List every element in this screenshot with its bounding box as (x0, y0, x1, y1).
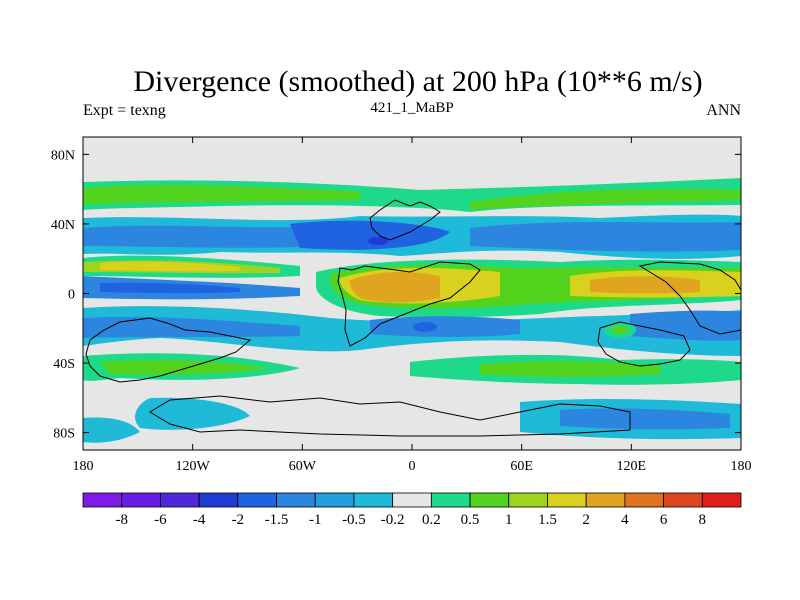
run-label: 421_1_MaBP (370, 100, 453, 116)
band-south-negative-east (630, 310, 741, 341)
y-tick-label: 0 (68, 288, 75, 303)
southern-negative-patch-3 (83, 417, 140, 443)
colorbar-swatch (198, 492, 239, 508)
north-negative-min (368, 237, 388, 245)
season-label: ANN (706, 102, 741, 119)
colorbar-label: -1.5 (265, 512, 289, 528)
colorbar-label: 1.5 (538, 512, 557, 528)
experiment-label: Expt = texng (83, 102, 166, 119)
colorbar-swatch (82, 492, 123, 508)
equatorial-negative-west-core (100, 282, 240, 294)
coastline-australia (597, 321, 691, 367)
southern-negative-patch-1 (135, 397, 250, 430)
coastline-east-asia (638, 261, 741, 335)
band-north-positive-core (83, 185, 360, 204)
colorbar-label: -2 (232, 512, 245, 528)
equatorial-positive-pacific-max (590, 276, 700, 294)
colorbar-label: 2 (582, 512, 590, 528)
colorbar-swatch (392, 492, 432, 508)
coastline-antarctica (149, 395, 631, 437)
southern-negative-patch-2-core (560, 408, 730, 430)
band-north-negative-west (83, 225, 330, 248)
band-north-negative-east (470, 222, 741, 252)
y-tick-label: 80N (51, 148, 75, 163)
colorbar-swatch (663, 492, 703, 508)
colorbar-label: -4 (193, 512, 206, 528)
colorbar-label: -6 (154, 512, 167, 528)
x-tick-label: 180 (73, 459, 94, 474)
coastline-africa (337, 261, 481, 347)
y-tick-label: 80S (53, 427, 75, 442)
colorbar-swatch (547, 492, 587, 508)
band-south-negative-west (83, 316, 300, 338)
coastline-europe (369, 199, 441, 241)
equatorial-positive-west-max (100, 261, 240, 272)
x-tick-label: 60E (510, 459, 533, 474)
isolated-positive-cell-core (612, 326, 628, 334)
colorbar-label: 4 (621, 512, 629, 528)
colorbar-swatch (508, 492, 548, 508)
equatorial-positive-africa-max (350, 271, 440, 303)
colorbar-swatch (237, 492, 277, 508)
colorbar-swatch (585, 492, 626, 508)
colorbar-label: 0.2 (422, 512, 441, 528)
map-area (83, 137, 741, 450)
band-south-positive-west-core (100, 360, 270, 375)
y-axis: 80N 40N 0 40S 80S (51, 148, 741, 442)
y-tick-label: 40S (53, 357, 75, 372)
south-negative-core (413, 322, 437, 332)
coastlines (85, 199, 741, 437)
band-south-positive-east-core (480, 361, 660, 377)
x-axis: 180 120W 60W 0 60E 120E 180 (73, 137, 752, 474)
colorbar-swatch (701, 492, 742, 508)
band-south-negative-atlantic (370, 316, 520, 337)
colorbar-swatch (160, 492, 200, 508)
colorbar-label: 0.5 (461, 512, 480, 528)
colorbar-swatch (314, 492, 355, 508)
colorbar-label: 8 (699, 512, 707, 528)
x-tick-label: 180 (731, 459, 752, 474)
band-north-positive-east (470, 189, 741, 210)
chart-title: Divergence (smoothed) at 200 hPa (10**6 … (133, 65, 702, 98)
colorbar-label: -1 (309, 512, 322, 528)
colorbar-swatch (121, 492, 161, 508)
x-tick-label: 120E (617, 459, 647, 474)
colorbar-label: -0.5 (342, 512, 366, 528)
coastline-south-america (85, 317, 252, 383)
y-tick-label: 40N (51, 218, 75, 233)
x-tick-label: 0 (409, 459, 416, 474)
x-tick-label: 60W (289, 459, 317, 474)
colorbar-label: -8 (115, 512, 128, 528)
colorbar-swatch (430, 492, 471, 508)
colorbar: -8 -6 -4 -2 -1.5 -1 -0.5 -0.2 0.2 0.5 1 1.5 2 4 6 8 (82, 492, 742, 528)
colorbar-swatch (469, 492, 510, 508)
x-tick-label: 120W (176, 459, 211, 474)
band-north-negative-core (290, 220, 450, 250)
colorbar-swatch (276, 492, 316, 508)
colorbar-swatch (353, 492, 394, 508)
colorbar-swatch (624, 492, 664, 508)
colorbar-label: 6 (660, 512, 668, 528)
colorbar-label: 1 (505, 512, 513, 528)
colorbar-label: -0.2 (381, 512, 405, 528)
